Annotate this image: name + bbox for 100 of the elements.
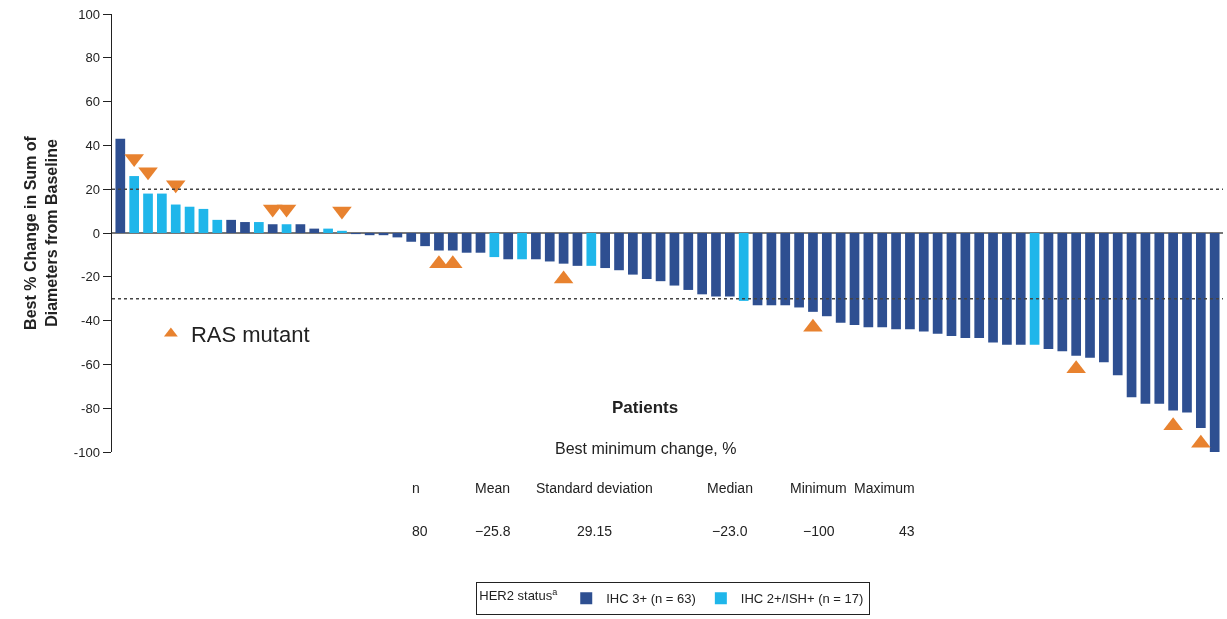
- bar: [988, 233, 998, 343]
- bar: [877, 233, 888, 328]
- bar: [157, 193, 167, 233]
- bar: [794, 233, 804, 308]
- y-tick-label: 40: [85, 137, 100, 153]
- bar: [420, 233, 430, 247]
- bar: [461, 233, 472, 253]
- bar: [1168, 233, 1178, 411]
- bar: [337, 230, 347, 233]
- bar: [170, 204, 181, 233]
- bar: [1029, 233, 1040, 345]
- bar: [198, 208, 209, 233]
- text: 29.15: [577, 523, 613, 539]
- bar: [628, 233, 638, 275]
- bar: [1099, 233, 1109, 363]
- bar: [1043, 233, 1054, 350]
- bar: [891, 233, 901, 330]
- point: [138, 167, 158, 181]
- point: [1066, 360, 1086, 374]
- y-tick-label: -20: [81, 269, 100, 285]
- y-tick-label: -60: [81, 356, 100, 372]
- y-tick-label: 100: [78, 6, 100, 22]
- bar: [212, 219, 223, 233]
- text: Mean: [475, 480, 511, 496]
- bar: [918, 233, 929, 332]
- bar: [780, 233, 791, 306]
- text: n: [412, 480, 420, 496]
- bar: [974, 233, 985, 339]
- bar: [406, 233, 417, 242]
- bar: [614, 233, 624, 271]
- bar: [711, 233, 721, 297]
- bar: [849, 233, 860, 325]
- text: −23.0: [712, 523, 748, 539]
- bar: [683, 233, 694, 290]
- bar: [544, 233, 555, 262]
- bar: [960, 233, 971, 339]
- bar: [184, 206, 195, 233]
- bar: [697, 233, 707, 295]
- bar: [932, 233, 943, 334]
- bar: [1002, 233, 1012, 345]
- y-tick-label: -40: [81, 313, 100, 329]
- bar: [115, 138, 126, 233]
- y-tick-label: -80: [81, 400, 100, 416]
- bar: [808, 233, 818, 312]
- text: Maximum: [854, 480, 915, 496]
- bar: [503, 233, 514, 260]
- bar: [586, 233, 597, 266]
- bar: [835, 233, 846, 323]
- bar: [267, 224, 278, 233]
- bar: [641, 233, 652, 279]
- legend-title: HER2 status$^{a}$: [479, 586, 559, 604]
- bar: [531, 233, 541, 260]
- bar: [1209, 233, 1220, 452]
- bar: [1182, 233, 1192, 413]
- text: −25.8: [475, 523, 511, 539]
- text: Standard deviation: [536, 480, 653, 496]
- point: [1191, 434, 1211, 448]
- bar: [1071, 233, 1082, 356]
- bar: [1154, 233, 1165, 404]
- bar: [558, 233, 569, 264]
- point: [332, 206, 352, 220]
- bar: [434, 233, 444, 251]
- bar: [1140, 233, 1151, 404]
- bar: [1112, 233, 1123, 376]
- bar: [517, 233, 527, 260]
- bar: [1195, 233, 1206, 428]
- y-axis-title: Best % Change in Sum of Diameters from Baseline: [22, 135, 61, 330]
- bar: [572, 233, 583, 266]
- bar: [1015, 233, 1026, 345]
- bar: [669, 233, 680, 286]
- bar: [946, 233, 957, 336]
- bar: [240, 222, 250, 233]
- y-tick-label: 60: [85, 94, 100, 110]
- bar: [905, 233, 915, 330]
- bar: [143, 193, 153, 233]
- y-tick-label: -100: [73, 444, 100, 460]
- y-tick-label: 20: [85, 181, 100, 197]
- bar: [129, 176, 140, 233]
- bar: [724, 233, 735, 297]
- bar: [600, 233, 611, 269]
- point: [803, 318, 823, 332]
- text: 80: [412, 523, 428, 539]
- bar: [821, 233, 832, 317]
- bar: [752, 233, 763, 306]
- bar: [766, 233, 777, 306]
- bar: [1126, 233, 1137, 398]
- bar: [475, 233, 486, 253]
- text: Minimum: [790, 480, 847, 496]
- text: −100: [803, 523, 835, 539]
- bar: [863, 233, 874, 328]
- bar: [1085, 233, 1095, 358]
- bar: [323, 228, 333, 233]
- bar: [1057, 233, 1068, 352]
- annotation: Best minimum change, %: [555, 440, 737, 457]
- bar: [447, 233, 458, 251]
- legend-label: IHC 3+ (n = 63): [606, 591, 696, 607]
- bar: [309, 228, 320, 233]
- annotation: Patients: [612, 398, 679, 417]
- text: 43: [899, 523, 915, 539]
- legend-label: IHC 2+/ISH+ (n = 17): [740, 591, 864, 607]
